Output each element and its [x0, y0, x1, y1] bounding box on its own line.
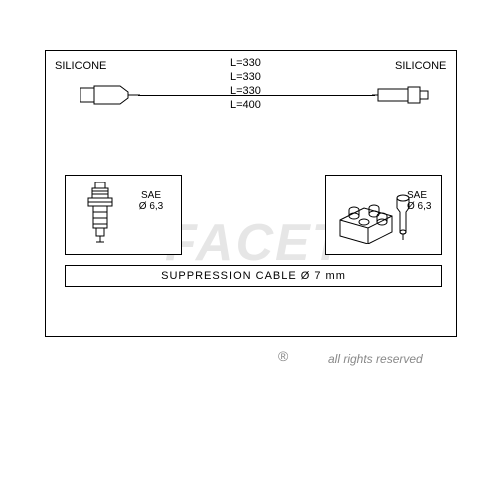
cable-wire [138, 95, 375, 96]
right-component-box: SAE Ø 6,3 [325, 175, 442, 255]
material-left-label: SILICONE [55, 60, 106, 72]
rights-reserved-text: all rights reserved [328, 352, 423, 366]
diagram-canvas: FACET SILICONE SILICONE L=330 L=330 L=33… [0, 0, 500, 500]
length-item: L=330 [230, 70, 261, 84]
right-box-sae-label: SAE Ø 6,3 [407, 190, 437, 212]
left-component-box: SAE Ø 6,3 [65, 175, 182, 255]
cable-right-connector [372, 82, 432, 108]
material-right-label: SILICONE [395, 60, 446, 72]
suppression-cable-bar: SUPPRESSION CABLE Ø 7 mm [65, 265, 442, 287]
suppression-cable-text: SUPPRESSION CABLE Ø 7 mm [161, 270, 346, 282]
left-box-sae-label: SAE Ø 6,3 [131, 190, 171, 212]
length-item: L=400 [230, 98, 261, 112]
cable-left-connector [80, 80, 140, 110]
length-item: L=330 [230, 56, 261, 70]
spark-plug-icon [82, 182, 118, 248]
registered-mark: ® [278, 348, 288, 364]
length-list: L=330 L=330 L=330 L=400 [230, 56, 261, 112]
coil-pack-icon [334, 190, 402, 244]
